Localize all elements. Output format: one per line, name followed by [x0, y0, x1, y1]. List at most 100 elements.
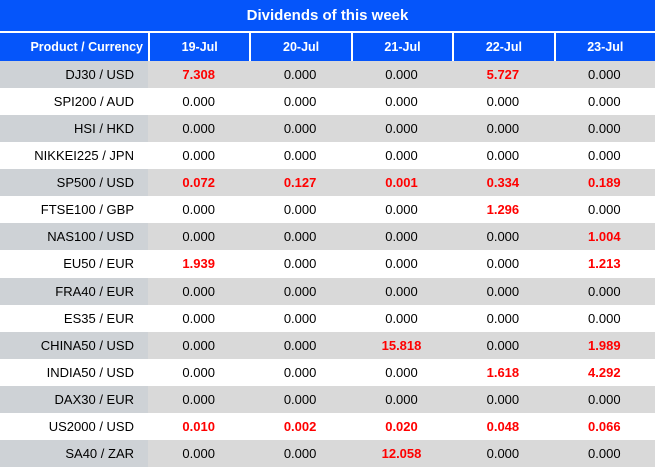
dividend-value: 1.939	[148, 250, 250, 278]
dividend-value: 0.000	[249, 61, 351, 89]
dividend-value: 0.000	[148, 223, 250, 251]
dividend-value: 0.072	[148, 169, 250, 197]
product-label: NIKKEI225 / JPN	[0, 142, 148, 170]
product-label: SA40 / ZAR	[0, 439, 148, 467]
dividend-value: 0.000	[553, 88, 655, 116]
dividend-value: 0.000	[350, 358, 453, 386]
table-row: DJ30 / USD 7.308 0.000 0.000 5.727 0.000	[0, 61, 655, 89]
dividend-value: 0.000	[249, 358, 351, 386]
dividend-value: 0.000	[249, 277, 351, 305]
dividend-value: 0.000	[249, 142, 351, 170]
table-row: NAS100 / USD 0.000 0.000 0.000 0.000 1.004	[0, 223, 655, 251]
table-body: DJ30 / USD 7.308 0.000 0.000 5.727 0.000 SPI20…	[0, 61, 655, 467]
dividend-value: 0.000	[350, 142, 453, 170]
product-label: US2000 / USD	[0, 412, 148, 440]
dividend-value: 0.066	[553, 412, 655, 440]
table-header: Product / Currency 19-Jul 20-Jul 21-Jul …	[0, 33, 655, 61]
table-row: FTSE100 / GBP 0.000 0.000 0.000 1.296 0.000	[0, 196, 655, 224]
dividend-value: 1.618	[452, 358, 554, 386]
dividend-value: 1.213	[553, 250, 655, 278]
dividend-value: 0.002	[249, 412, 351, 440]
product-label: SPI200 / AUD	[0, 88, 148, 116]
dividend-value: 0.000	[350, 277, 453, 305]
dividend-value: 0.000	[553, 277, 655, 305]
dividend-value: 0.001	[350, 169, 453, 197]
dividend-value: 0.000	[452, 439, 554, 467]
column-header-date-3: 21-Jul	[350, 33, 452, 61]
product-label: EU50 / EUR	[0, 250, 148, 278]
dividend-value: 0.000	[350, 385, 453, 413]
dividend-value: 0.000	[350, 115, 453, 143]
product-label: SP500 / USD	[0, 169, 148, 197]
dividend-value: 0.010	[148, 412, 250, 440]
product-label: HSI / HKD	[0, 115, 148, 143]
table-row: FRA40 / EUR 0.000 0.000 0.000 0.000 0.000	[0, 277, 655, 305]
dividend-value: 0.000	[452, 304, 554, 332]
dividend-value: 0.000	[350, 304, 453, 332]
column-header-date-2: 20-Jul	[249, 33, 350, 61]
dividend-value: 0.000	[148, 142, 250, 170]
dividend-value: 0.000	[350, 196, 453, 224]
dividend-value: 0.000	[452, 88, 554, 116]
dividend-value: 0.000	[350, 88, 453, 116]
dividend-value: 0.000	[452, 331, 554, 359]
dividend-value: 0.000	[249, 331, 351, 359]
dividend-value: 1.004	[553, 223, 655, 251]
dividend-value: 0.000	[452, 385, 554, 413]
dividend-value: 0.000	[452, 142, 554, 170]
dividend-value: 0.000	[350, 250, 453, 278]
dividend-value: 0.127	[249, 169, 351, 197]
dividend-value: 0.000	[249, 304, 351, 332]
dividend-value: 0.000	[148, 88, 250, 116]
dividend-value: 0.000	[452, 223, 554, 251]
column-header-date-4: 22-Jul	[452, 33, 553, 61]
dividend-value: 0.000	[249, 88, 351, 116]
dividend-value: 0.000	[148, 331, 250, 359]
dividend-value: 0.000	[148, 358, 250, 386]
dividend-value: 15.818	[350, 331, 453, 359]
product-label: ES35 / EUR	[0, 304, 148, 332]
dividend-value: 0.000	[553, 304, 655, 332]
dividend-value: 4.292	[553, 358, 655, 386]
dividend-value: 0.000	[148, 439, 250, 467]
dividend-value: 0.000	[553, 115, 655, 143]
product-label: DJ30 / USD	[0, 61, 148, 89]
dividend-value: 0.000	[452, 115, 554, 143]
dividend-value: 0.000	[148, 304, 250, 332]
table-row: EU50 / EUR 1.939 0.000 0.000 0.000 1.213	[0, 250, 655, 278]
dividend-value: 0.000	[249, 196, 351, 224]
product-label: INDIA50 / USD	[0, 358, 148, 386]
table-row: SA40 / ZAR 0.000 0.000 12.058 0.000 0.000	[0, 439, 655, 467]
column-header-date-1: 19-Jul	[148, 33, 249, 61]
dividend-value: 0.000	[553, 439, 655, 467]
dividend-value: 0.000	[350, 223, 453, 251]
dividend-value: 0.000	[249, 115, 351, 143]
column-header-date-5: 23-Jul	[553, 33, 655, 61]
column-header-product: Product / Currency	[30, 40, 143, 54]
product-label: FRA40 / EUR	[0, 277, 148, 305]
dividend-value: 0.020	[350, 412, 453, 440]
product-label: DAX30 / EUR	[0, 385, 148, 413]
dividend-value: 7.308	[148, 61, 250, 89]
dividend-value: 0.189	[553, 169, 655, 197]
table-row: INDIA50 / USD 0.000 0.000 0.000 1.618 4.292	[0, 358, 655, 386]
dividend-value: 5.727	[452, 61, 554, 89]
dividend-value: 1.296	[452, 196, 554, 224]
dividend-value: 0.000	[553, 142, 655, 170]
widget-title: Dividends of this week	[0, 0, 655, 33]
dividend-value: 0.334	[452, 169, 554, 197]
table-row: US2000 / USD 0.010 0.002 0.020 0.048 0.066	[0, 412, 655, 440]
dividend-value: 0.000	[350, 61, 453, 89]
dividend-value: 0.000	[148, 196, 250, 224]
table-row: SPI200 / AUD 0.000 0.000 0.000 0.000 0.000	[0, 88, 655, 116]
dividend-value: 1.989	[553, 331, 655, 359]
product-label: NAS100 / USD	[0, 223, 148, 251]
dividend-value: 0.000	[148, 385, 250, 413]
product-label: CHINA50 / USD	[0, 331, 148, 359]
dividend-value: 0.000	[553, 61, 655, 89]
dividend-value: 0.000	[452, 250, 554, 278]
table-row: SP500 / USD 0.072 0.127 0.001 0.334 0.189	[0, 169, 655, 197]
table-row: HSI / HKD 0.000 0.000 0.000 0.000 0.000	[0, 115, 655, 143]
table-row: CHINA50 / USD 0.000 0.000 15.818 0.000 1.989	[0, 331, 655, 359]
